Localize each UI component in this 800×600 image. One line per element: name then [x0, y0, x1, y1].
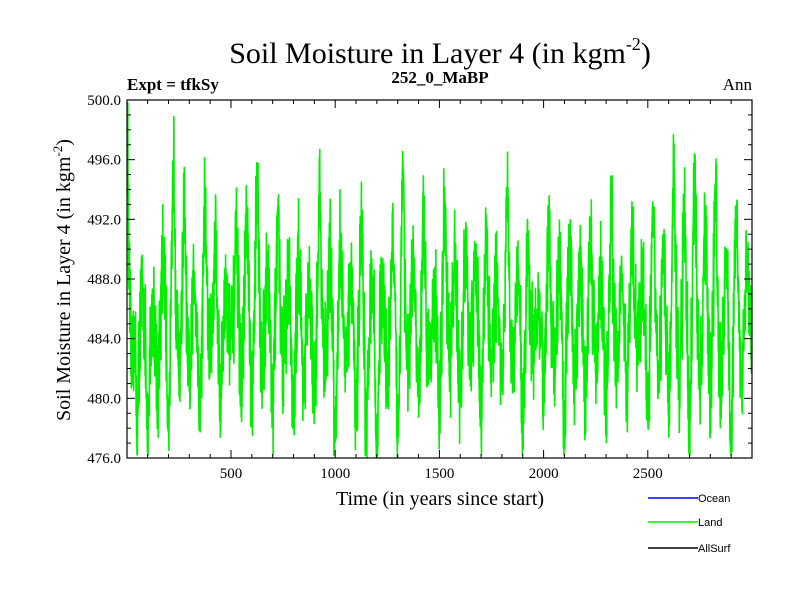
y-tick-label: 476.0 [87, 451, 121, 467]
y-tick-label: 488.0 [87, 272, 121, 288]
subtitle-center: 252_0_MaBP [391, 68, 488, 87]
x-tick-label: 1500 [424, 466, 454, 482]
chart-title: Soil Moisture in Layer 4 (in kgm-2) [229, 34, 651, 70]
chart-title-superscript: -2 [626, 34, 641, 54]
subtitle-left: Expt = tfkSy [127, 75, 219, 94]
x-axis-ticks: 500 1000 1500 2000 2500 [147, 100, 732, 482]
legend: Ocean Land AllSurf [648, 493, 731, 555]
legend-label-land: Land [698, 517, 722, 529]
legend-label-allsurf: AllSurf [698, 543, 731, 555]
x-tick-label: 2500 [633, 466, 663, 482]
x-tick-label: 500 [220, 466, 243, 482]
series-line-land [127, 102, 752, 458]
y-axis-ticks: 476.0 480.0 484.0 488.0 492.0 496.0 500.0 [87, 93, 752, 467]
y-tick-label: 496.0 [87, 153, 121, 169]
x-tick-label: 2000 [529, 466, 559, 482]
y-tick-label: 500.0 [87, 93, 121, 109]
y-tick-label: 480.0 [87, 391, 121, 407]
y-axis-label-superscript: -2 [50, 146, 65, 157]
x-tick-label: 1000 [320, 466, 350, 482]
legend-label-ocean: Ocean [698, 493, 730, 505]
x-axis-label: Time (in years since start) [336, 488, 544, 510]
y-tick-label: 484.0 [87, 332, 121, 348]
series-layer [127, 102, 752, 458]
y-axis-label: Soil Moisture in Layer 4 (in kgm-2) [50, 139, 75, 421]
subtitle-right: Ann [723, 75, 753, 94]
y-tick-label: 492.0 [87, 212, 121, 228]
